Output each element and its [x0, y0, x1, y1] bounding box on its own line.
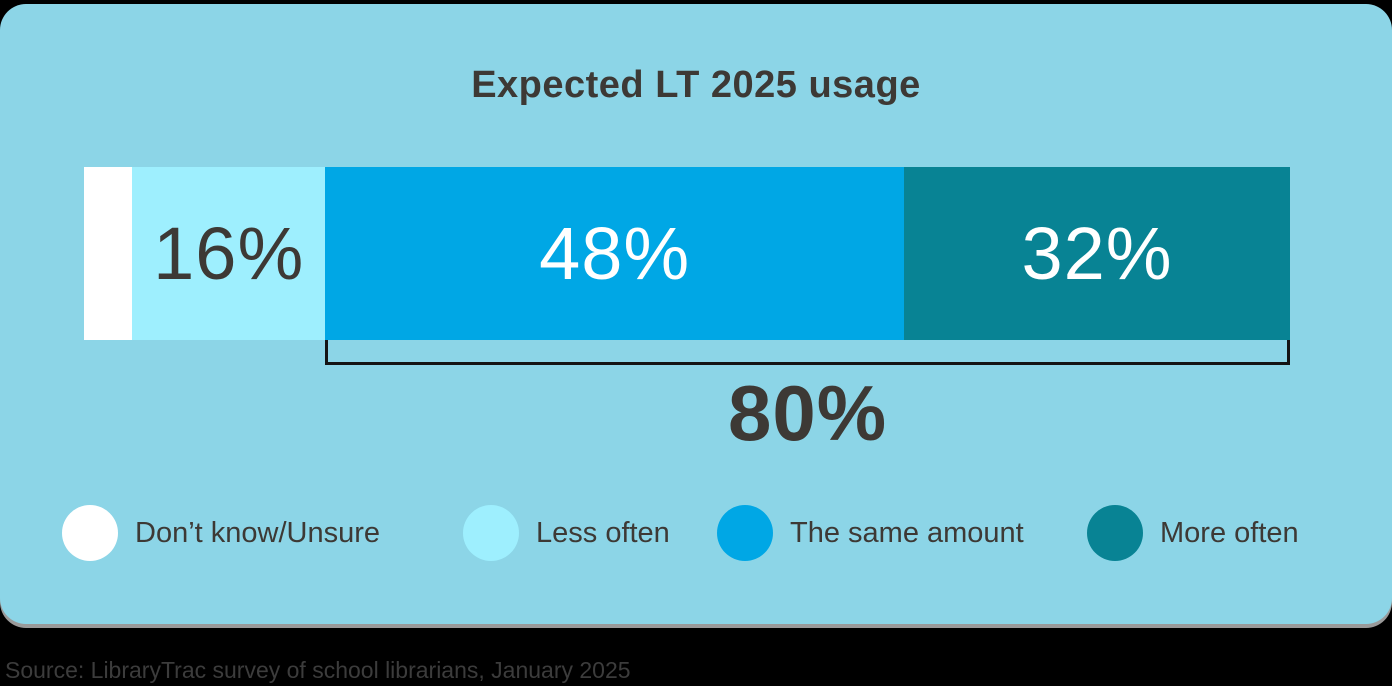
bar-area: 16% 48% 32% 80% [84, 167, 1290, 452]
bar-segment-don-t-know-unsure [84, 167, 133, 340]
stacked-bar: 16% 48% 32% [84, 167, 1290, 340]
bracket-total-label: 80% [728, 369, 888, 457]
legend-label: Less often [536, 516, 670, 549]
bar-segment-more-often: 32% [904, 167, 1290, 340]
legend-item-don-t-know-unsure: Don’t know/Unsure [62, 505, 380, 561]
legend: Don’t know/Unsure Less often The same amou… [0, 505, 1392, 561]
legend-item-the-same-amount: The same amount [717, 505, 1024, 561]
legend-item-more-often: More often [1087, 505, 1299, 561]
chart-title: Expected LT 2025 usage [471, 64, 921, 106]
legend-label: Don’t know/Unsure [135, 516, 380, 549]
legend-swatch-icon [1087, 505, 1143, 561]
legend-label: More often [1160, 516, 1299, 549]
legend-swatch-icon [62, 505, 118, 561]
footer-bar: Source: LibraryTrac survey of school lib… [0, 628, 1392, 686]
segment-value-label: 16% [153, 211, 305, 295]
source-caption: Source: LibraryTrac survey of school lib… [5, 657, 631, 683]
legend-swatch-icon [717, 505, 773, 561]
segment-value-label: 48% [539, 211, 691, 295]
legend-swatch-icon [463, 505, 519, 561]
legend-item-less-often: Less often [463, 505, 670, 561]
chart-card: Expected LT 2025 usage 16% 48% 32% 80% Don… [0, 4, 1392, 624]
legend-label: The same amount [790, 516, 1024, 549]
bracket-80: 80% [325, 340, 1290, 452]
bar-segment-less-often: 16% [132, 167, 326, 340]
segment-value-label: 32% [1021, 211, 1173, 295]
bar-segment-the-same-amount: 48% [325, 167, 905, 340]
